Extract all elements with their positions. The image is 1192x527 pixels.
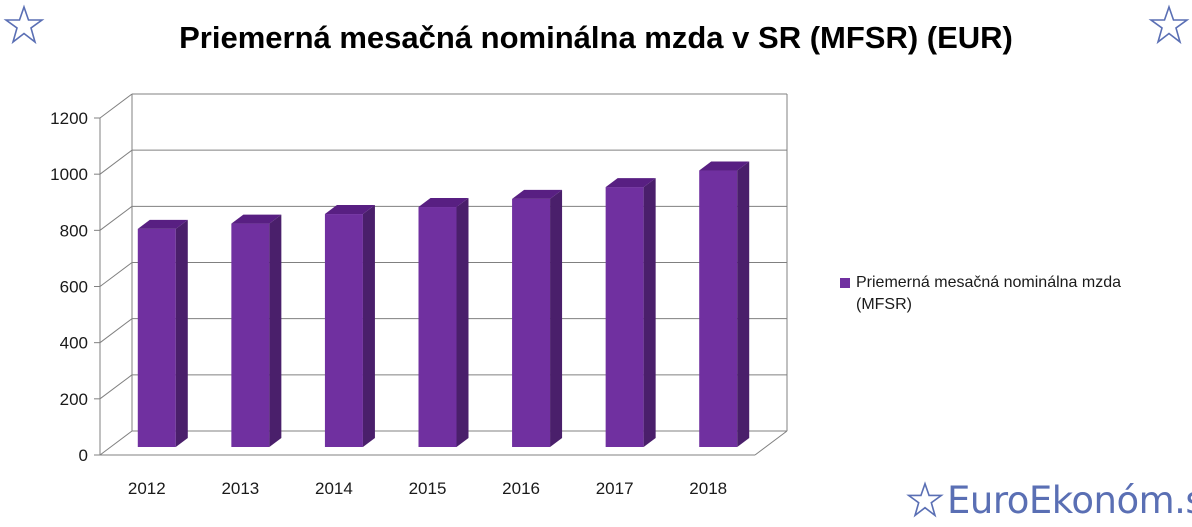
- x-tick-label: 2013: [221, 479, 259, 498]
- bar-front: [418, 207, 457, 447]
- x-tick-label: 2015: [409, 479, 447, 498]
- bar-front: [137, 228, 176, 447]
- chart-legend: Priemerná mesačná nominálna mzda (MFSR): [840, 272, 1180, 316]
- bar-side: [456, 198, 469, 447]
- y-tick-label: 0: [79, 446, 88, 465]
- y-tick-label: 600: [60, 278, 88, 297]
- gridline-side: [99, 262, 133, 287]
- y-tick-label: 1200: [50, 109, 88, 128]
- x-tick-label: 2017: [596, 479, 634, 498]
- chart-title: Priemerná mesačná nominálna mzda v SR (M…: [179, 20, 1013, 55]
- gridline-side: [99, 93, 133, 119]
- bar-2014: [324, 205, 375, 447]
- y-tick-label: 1000: [50, 165, 88, 184]
- x-tick-label: 2012: [128, 479, 166, 498]
- chart-axes: [99, 118, 788, 456]
- bar-side: [550, 189, 563, 447]
- gridline-side: [99, 318, 133, 344]
- bar-front: [231, 223, 270, 447]
- gridline-side: [99, 374, 133, 400]
- bar-2016: [512, 189, 563, 447]
- legend-swatch: [840, 278, 850, 288]
- chart-bars: [137, 161, 750, 447]
- gridline-side: [99, 430, 133, 456]
- gridline-side: [99, 205, 133, 231]
- bar-top: [324, 205, 375, 215]
- x-tick-label: 2016: [502, 479, 540, 498]
- y-axis-tick-labels: 0 200 400 600 800 1000 1200: [50, 109, 88, 465]
- y-tick-label: 400: [60, 334, 88, 353]
- gridline-side: [99, 149, 133, 175]
- y-tick-label: 200: [60, 390, 88, 409]
- star-outline-icon: [1148, 4, 1190, 45]
- bar-side: [362, 205, 375, 447]
- star-outline-icon: [3, 4, 45, 45]
- bar-2013: [231, 214, 282, 447]
- x-tick-label: 2018: [689, 479, 727, 498]
- bar-2018: [699, 161, 750, 447]
- bar-top: [137, 219, 188, 229]
- x-axis-tick-labels: 2012 2013 2014 2015 2016 2017 2018: [128, 479, 727, 498]
- bar-side: [175, 219, 188, 447]
- bar-front: [699, 170, 738, 447]
- x-tick-label: 2014: [315, 479, 353, 498]
- bar-side: [737, 161, 750, 447]
- star-outline-icon: [906, 481, 944, 518]
- floor-right-edge: [754, 430, 788, 456]
- bar-side: [269, 214, 282, 447]
- bar-2012: [137, 219, 188, 447]
- brand-text: EuroEkonóm.sk: [947, 478, 1192, 522]
- bar-top: [231, 214, 282, 224]
- bar-top: [699, 161, 750, 171]
- bar-2015: [418, 198, 469, 447]
- bar-2017: [605, 178, 656, 447]
- brand-logo: EuroEkonóm.sk: [906, 478, 1192, 522]
- legend-label: Priemerná mesačná nominálna mzda (MFSR): [856, 274, 1122, 313]
- bar-top: [512, 189, 563, 199]
- bar-front: [605, 187, 644, 447]
- bar-top: [605, 178, 656, 188]
- y-tick-label: 800: [60, 221, 88, 240]
- bar-side: [643, 178, 656, 447]
- bar-top: [418, 198, 469, 208]
- bar-front: [512, 198, 551, 447]
- bar-front: [324, 214, 363, 447]
